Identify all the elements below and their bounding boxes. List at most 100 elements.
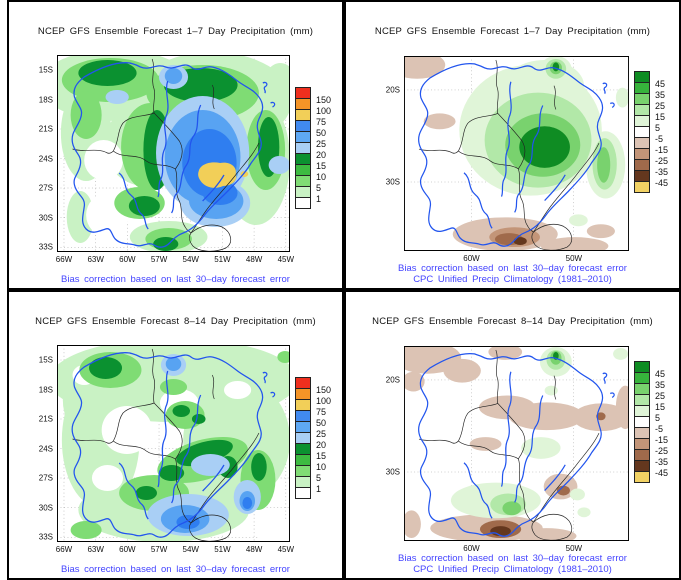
colorbar-label: -25: [655, 156, 669, 166]
colorbar-entry: -45: [634, 460, 668, 478]
colorbar: 45 35 25 15 5 -5 -15 -25: [634, 361, 679, 483]
colorbar-label: 20: [316, 440, 327, 450]
colorbar-label: 10: [316, 172, 327, 182]
panel-anom-1-7: NCEP GFS Ensemble Forecast 1–7 Day Preci…: [344, 0, 681, 290]
x-tick-label: 45W: [277, 545, 295, 554]
colorbar-entry: [634, 471, 650, 483]
colorbar-label: 100: [316, 396, 332, 406]
colorbar-entry: [295, 487, 311, 499]
colorbar-label: 5: [655, 123, 661, 133]
panel-accum-8-14: NCEP GFS Ensemble Forecast 8–14 Day Prec…: [7, 290, 344, 580]
colorbar-label: 50: [316, 128, 327, 138]
colorbar-label: 20: [316, 150, 327, 160]
x-tick-label: 66W: [55, 545, 73, 554]
map-frame: [57, 55, 290, 252]
colorbar-label: 15: [316, 451, 327, 461]
x-tick-label: 51W: [214, 255, 231, 264]
colorbar-label: -5: [655, 134, 664, 144]
x-tick-label: 45W: [277, 255, 295, 264]
colorbar-label: -25: [655, 446, 669, 456]
colorbar-swatch: [634, 471, 650, 483]
map-canvas: [57, 55, 290, 252]
panel-grid: NCEP GFS Ensemble Forecast 1–7 Day Preci…: [7, 0, 681, 580]
y-tick-label: 21S: [38, 124, 53, 134]
colorbar-label: -35: [655, 457, 669, 467]
colorbar-swatch: [295, 487, 311, 499]
colorbar-entry: -5: [634, 126, 663, 144]
colorbar-entry: [295, 197, 311, 209]
x-tick-label: 54W: [182, 545, 199, 554]
x-tick-label: 60W: [119, 255, 136, 264]
y-tick-label: 27S: [38, 183, 53, 193]
colorbar-entry: -5: [634, 416, 663, 434]
x-tick-label: 54W: [182, 255, 199, 264]
caption-line: Bias correction based on last 30–day for…: [398, 263, 627, 274]
y-tick-label: 24S: [38, 154, 53, 164]
precip-shading: [57, 55, 290, 252]
y-tick-label: 33S: [38, 532, 53, 542]
y-tick-label: 27S: [38, 473, 53, 483]
colorbar-label: -45: [655, 468, 669, 478]
panel-anom-8-14: NCEP GFS Ensemble Forecast 8–14 Day Prec…: [344, 290, 681, 580]
colorbar-label: 45: [655, 79, 666, 89]
colorbar-entry: 45: [634, 361, 665, 379]
colorbar-label: -35: [655, 167, 669, 177]
x-tick-label: 66W: [55, 255, 73, 264]
colorbar-label: 5: [316, 183, 322, 193]
colorbar-label: 35: [655, 380, 666, 390]
x-tick-label: 60W: [119, 545, 136, 554]
x-tick-label: 57W: [150, 545, 168, 554]
y-tick-label: 33S: [38, 242, 53, 252]
x-tick-label: 48W: [245, 255, 263, 264]
colorbar-label: 50: [316, 418, 327, 428]
map-anom-1-7: 20S 30S 60W 50W: [386, 56, 629, 263]
colorbar-label: 150: [316, 95, 332, 105]
map-frame: [57, 345, 290, 542]
title-line: NCEP GFS Ensemble Forecast 1–7 Day Preci…: [37, 26, 314, 37]
x-tick-label: 63W: [87, 545, 104, 554]
x-tick-label: 51W: [214, 545, 231, 554]
colorbar-label: 10: [316, 462, 327, 472]
colorbar: 150 100 75 50 25 20 15 10: [295, 377, 342, 499]
y-tick-label: 30S: [385, 177, 400, 187]
map-canvas: [404, 346, 629, 541]
colorbar-label: -45: [655, 178, 669, 188]
colorbar-label: 1: [316, 484, 322, 494]
colorbar-label: 75: [316, 407, 327, 417]
map-accum-1-7: 15S 18S 21S 24S 27S 30S 33S 66W 63W 60W 57W 54W 51W…: [39, 55, 294, 264]
y-tick-label: 30S: [38, 213, 53, 223]
colorbar: 45 35 25 15 5 -5 -15 -25: [634, 71, 679, 193]
colorbar-label: 5: [655, 413, 661, 423]
colorbar-swatch: [634, 181, 650, 193]
colorbar-label: 100: [316, 106, 332, 116]
y-tick-label: 30S: [38, 503, 53, 513]
anomaly-shading: [404, 346, 629, 541]
colorbar-label: -15: [655, 145, 669, 155]
colorbar-label: 15: [655, 402, 666, 412]
x-tick-label: 48W: [245, 545, 263, 554]
caption-line: Bias correction based on last 30–day for…: [61, 563, 290, 575]
panel-accum-1-7: NCEP GFS Ensemble Forecast 1–7 Day Preci…: [7, 0, 344, 290]
colorbar-label: 75: [316, 117, 327, 127]
map-anom-8-14: 20S 30S 60W 50W: [386, 346, 629, 553]
x-tick-label: 50W: [565, 544, 583, 553]
panel-caption: Bias correction based on last 30–day for…: [346, 553, 679, 575]
panel-caption: Bias correction based on last 30–day for…: [346, 263, 679, 285]
colorbar-swatch: [295, 197, 311, 209]
colorbar-label: 15: [316, 161, 327, 171]
colorbar-label: -15: [655, 435, 669, 445]
panel-caption: Bias correction based on last 30–day for…: [9, 563, 342, 576]
y-tick-label: 30S: [385, 467, 400, 477]
caption-line: Bias correction based on last 30–day for…: [61, 273, 290, 285]
title-line: NCEP GFS Ensemble Forecast 8–14 Day Prec…: [35, 316, 316, 327]
colorbar-label: 25: [316, 429, 327, 439]
y-tick-label: 21S: [38, 414, 53, 424]
y-tick-label: 24S: [38, 444, 53, 454]
caption-line: CPC Unified Precip Climatology (1981–201…: [413, 563, 612, 575]
colorbar-label: 5: [316, 473, 322, 483]
colorbar-label: 15: [655, 112, 666, 122]
colorbar-entry: [634, 181, 650, 193]
map-canvas: [404, 56, 629, 251]
title-line: NCEP GFS Ensemble Forecast 8–14 Day Prec…: [372, 316, 653, 327]
colorbar-label: 35: [655, 90, 666, 100]
